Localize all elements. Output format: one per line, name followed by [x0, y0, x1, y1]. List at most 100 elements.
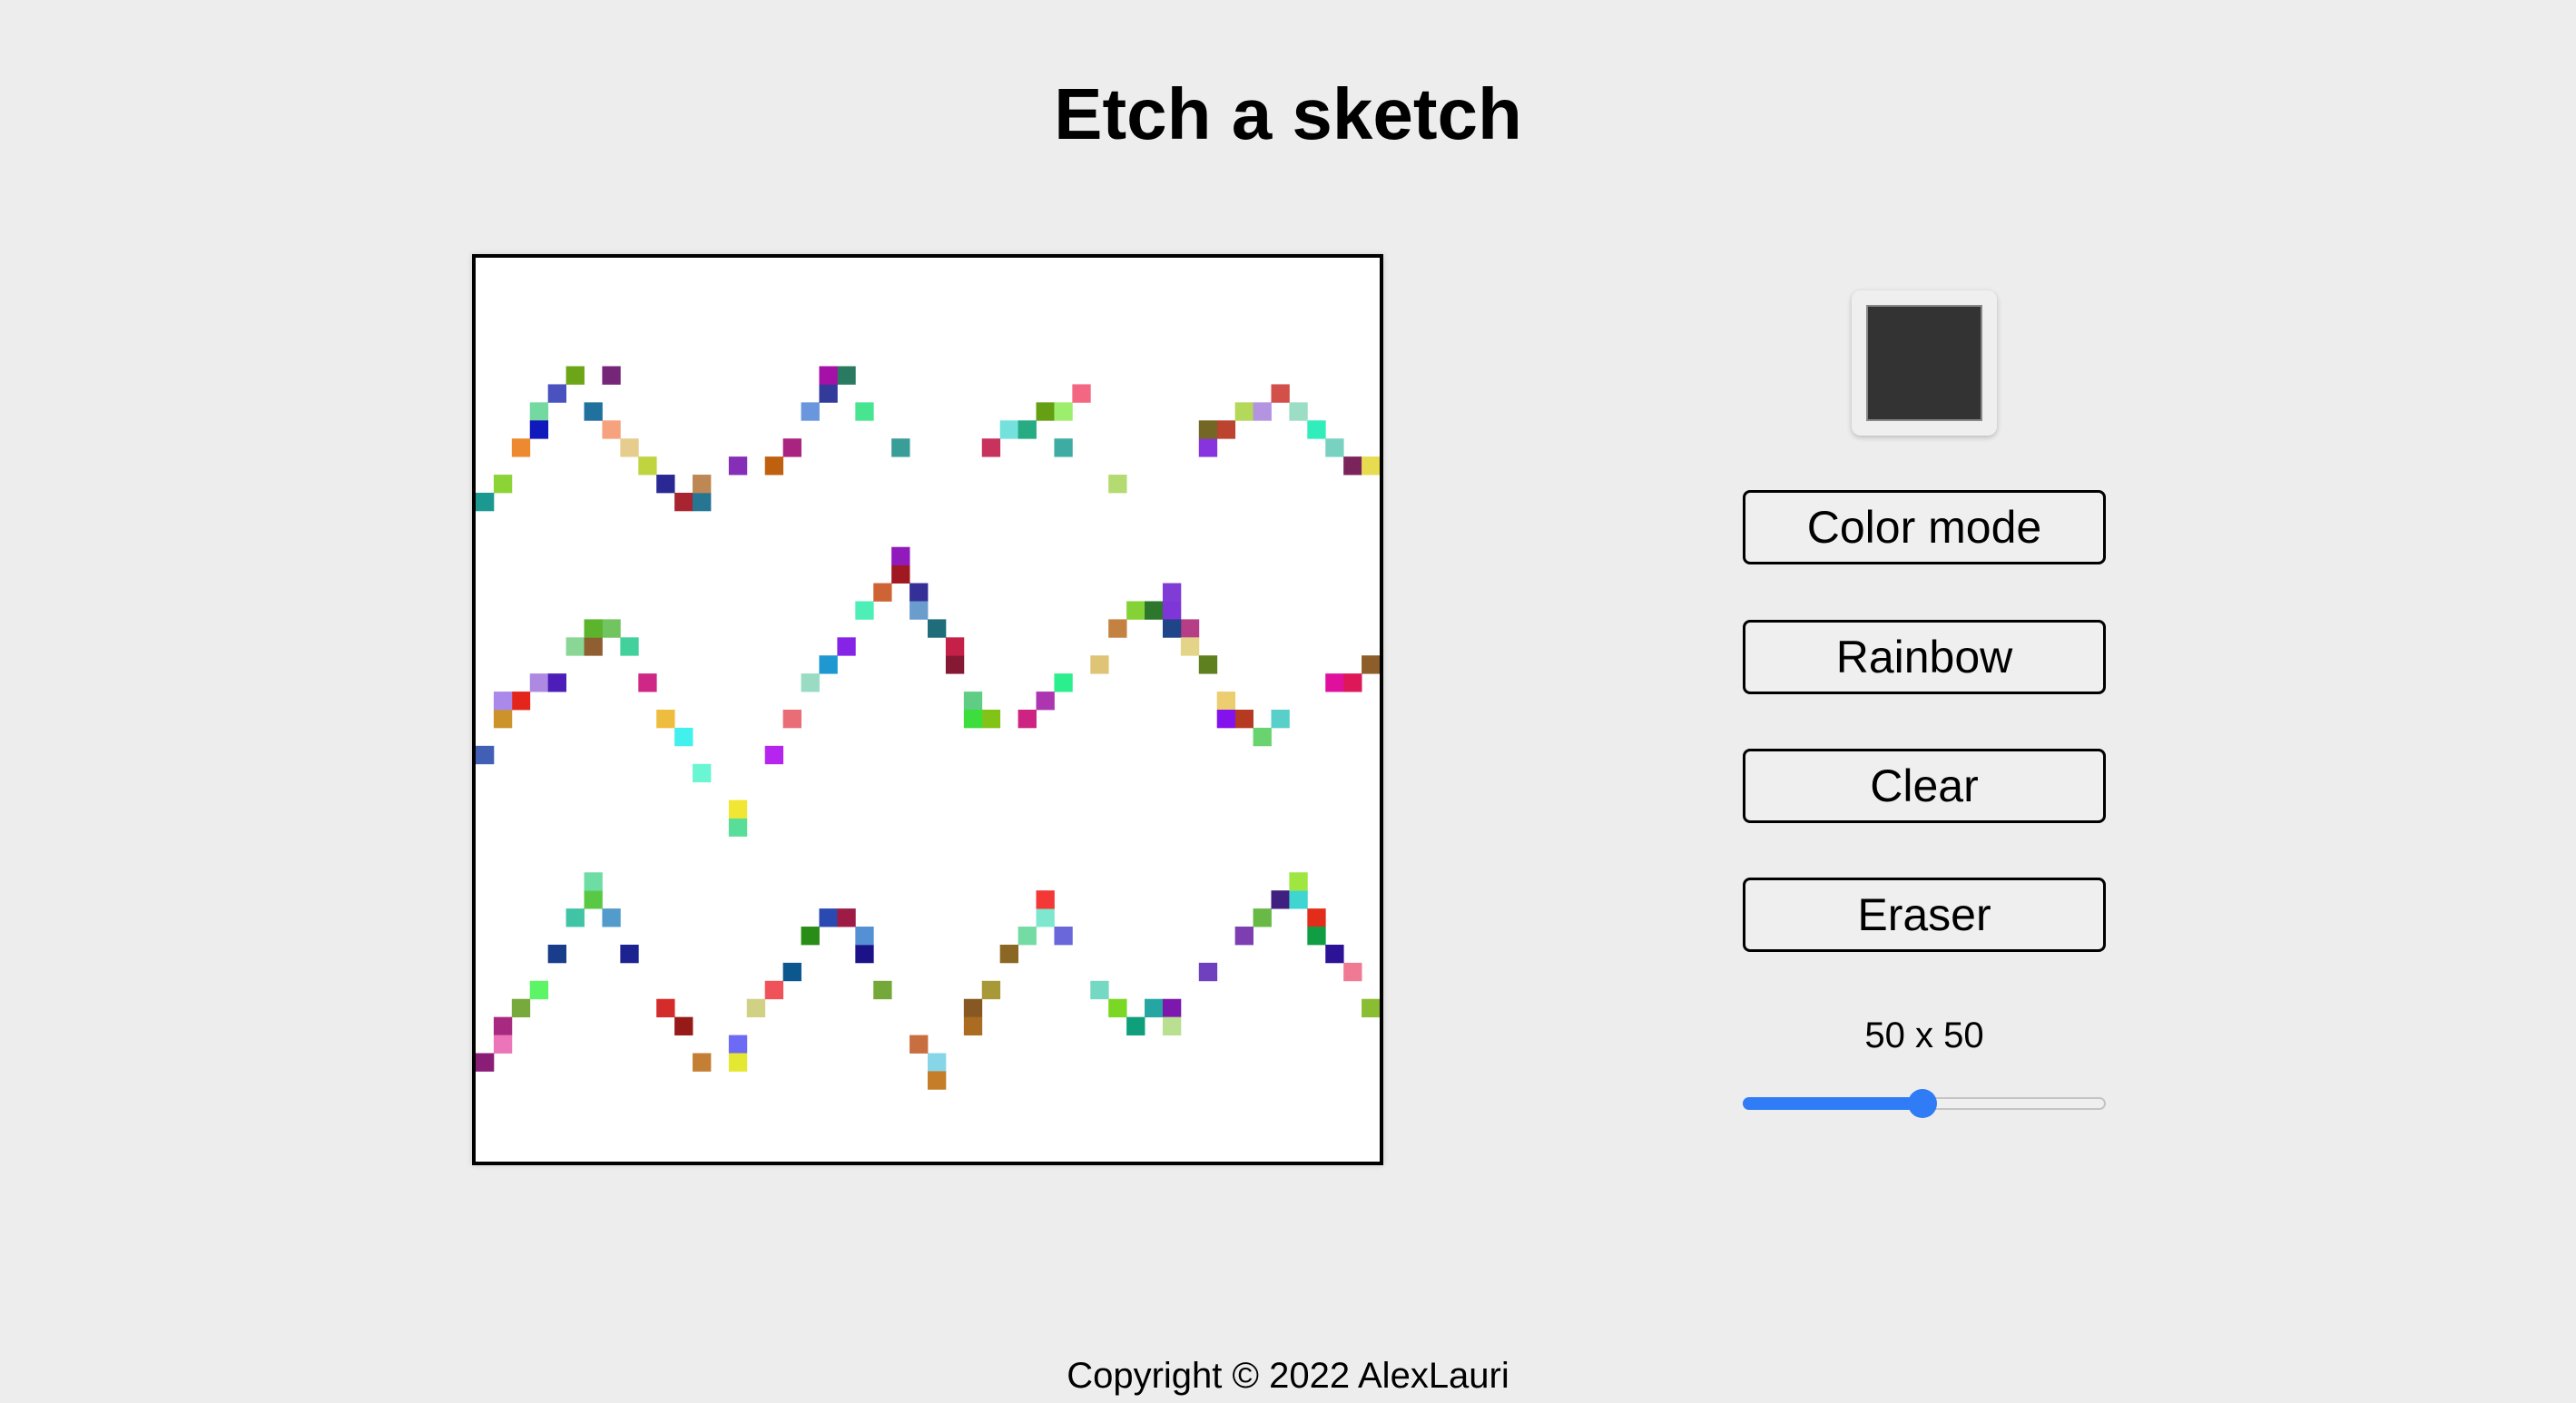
grid-cell[interactable] [565, 908, 585, 927]
grid-cell[interactable] [1216, 692, 1236, 711]
grid-cell[interactable] [1325, 944, 1344, 964]
grid-cell[interactable] [891, 564, 910, 584]
grid-cell[interactable] [674, 727, 693, 747]
grid-cell[interactable] [728, 1053, 748, 1072]
grid-cell[interactable] [584, 872, 603, 891]
grid-cell[interactable] [1126, 1016, 1145, 1035]
grid-cell[interactable] [873, 980, 892, 1000]
grid-cell[interactable] [963, 692, 983, 711]
grid-cell[interactable] [728, 818, 748, 837]
grid-cell[interactable] [1216, 420, 1236, 439]
grid-cell[interactable] [945, 637, 965, 656]
grid-cell[interactable] [1307, 908, 1326, 927]
grid-cell[interactable] [602, 366, 621, 385]
grid-cell[interactable] [764, 456, 784, 476]
grid-cell[interactable] [1145, 601, 1164, 620]
grid-cell[interactable] [638, 456, 657, 476]
grid-cell[interactable] [493, 1035, 513, 1054]
grid-cell[interactable] [656, 998, 675, 1018]
grid-cell[interactable] [547, 944, 566, 964]
grid-cell[interactable] [1108, 619, 1127, 638]
grid-cell[interactable] [1307, 927, 1326, 946]
grid-cell[interactable] [1036, 692, 1055, 711]
grid-cell[interactable] [511, 692, 531, 711]
grid-cell[interactable] [819, 366, 838, 385]
grid-cell[interactable] [855, 927, 874, 946]
grid-cell[interactable] [493, 692, 513, 711]
grid-cell[interactable] [1090, 980, 1109, 1000]
grid-cell[interactable] [1018, 420, 1037, 439]
grid-cell[interactable] [1234, 402, 1254, 421]
grid-cell[interactable] [1198, 420, 1218, 439]
grid-cell[interactable] [511, 438, 531, 457]
grid-cell[interactable] [493, 710, 513, 729]
sketch-board[interactable] [472, 254, 1383, 1165]
grid-cell[interactable] [584, 619, 603, 638]
grid-cell[interactable] [693, 1053, 712, 1072]
grid-cell[interactable] [620, 944, 639, 964]
grid-cell[interactable] [1271, 890, 1290, 909]
grid-cell[interactable] [1054, 438, 1073, 457]
grid-cell[interactable] [1054, 402, 1073, 421]
grid-cell[interactable] [963, 1016, 983, 1035]
grid-cell[interactable] [547, 673, 566, 692]
grid-cell[interactable] [909, 1035, 929, 1054]
grid-cell[interactable] [1343, 962, 1362, 982]
grid-cell[interactable] [584, 890, 603, 909]
grid-cell[interactable] [873, 583, 892, 602]
grid-cell[interactable] [1253, 727, 1272, 747]
grid-cell[interactable] [801, 673, 820, 692]
grid-cell[interactable] [981, 438, 1001, 457]
grid-cell[interactable] [476, 1053, 495, 1072]
grid-cell[interactable] [493, 475, 513, 494]
grid-cell[interactable] [693, 492, 712, 512]
grid-cell[interactable] [1108, 998, 1127, 1018]
grid-cell[interactable] [1126, 601, 1145, 620]
grid-cell[interactable] [1198, 962, 1218, 982]
grid-cell[interactable] [728, 800, 748, 819]
grid-cell[interactable] [1198, 655, 1218, 674]
grid-size-slider[interactable] [1743, 1087, 2106, 1120]
grid-cell[interactable] [855, 402, 874, 421]
grid-cell[interactable] [1307, 420, 1326, 439]
grid-cell[interactable] [656, 475, 675, 494]
grid-cell[interactable] [602, 908, 621, 927]
grid-cell[interactable] [529, 402, 549, 421]
grid-cell[interactable] [529, 673, 549, 692]
grid-cell[interactable] [602, 420, 621, 439]
grid-cell[interactable] [801, 927, 820, 946]
grid-cell[interactable] [945, 655, 965, 674]
grid-cell[interactable] [529, 980, 549, 1000]
grid-cell[interactable] [1145, 998, 1164, 1018]
grid-cell[interactable] [638, 673, 657, 692]
grid-cell[interactable] [1018, 710, 1037, 729]
grid-cell[interactable] [999, 420, 1018, 439]
grid-cell[interactable] [963, 998, 983, 1018]
grid-cell[interactable] [1036, 402, 1055, 421]
grid-cell[interactable] [476, 745, 495, 765]
grid-cell[interactable] [999, 944, 1018, 964]
grid-cell[interactable] [511, 998, 531, 1018]
grid-cell[interactable] [764, 745, 784, 765]
grid-cell[interactable] [674, 492, 693, 512]
slider-thumb[interactable] [1908, 1089, 1937, 1118]
grid-cell[interactable] [981, 710, 1001, 729]
color-picker[interactable] [1852, 290, 1997, 436]
grid-cell[interactable] [782, 710, 801, 729]
grid-cell[interactable] [891, 438, 910, 457]
grid-cell[interactable] [1108, 475, 1127, 494]
grid-cell[interactable] [819, 655, 838, 674]
sketch-grid[interactable] [476, 258, 1380, 1162]
grid-cell[interactable] [1162, 1016, 1182, 1035]
grid-cell[interactable] [837, 637, 856, 656]
eraser-button[interactable]: Eraser [1743, 878, 2106, 952]
grid-cell[interactable] [928, 1071, 947, 1090]
grid-cell[interactable] [1253, 908, 1272, 927]
grid-cell[interactable] [1054, 927, 1073, 946]
grid-cell[interactable] [1162, 601, 1182, 620]
grid-cell[interactable] [1362, 998, 1380, 1018]
grid-cell[interactable] [1234, 710, 1254, 729]
grid-cell[interactable] [1271, 384, 1290, 403]
grid-cell[interactable] [493, 1016, 513, 1035]
grid-cell[interactable] [1036, 908, 1055, 927]
